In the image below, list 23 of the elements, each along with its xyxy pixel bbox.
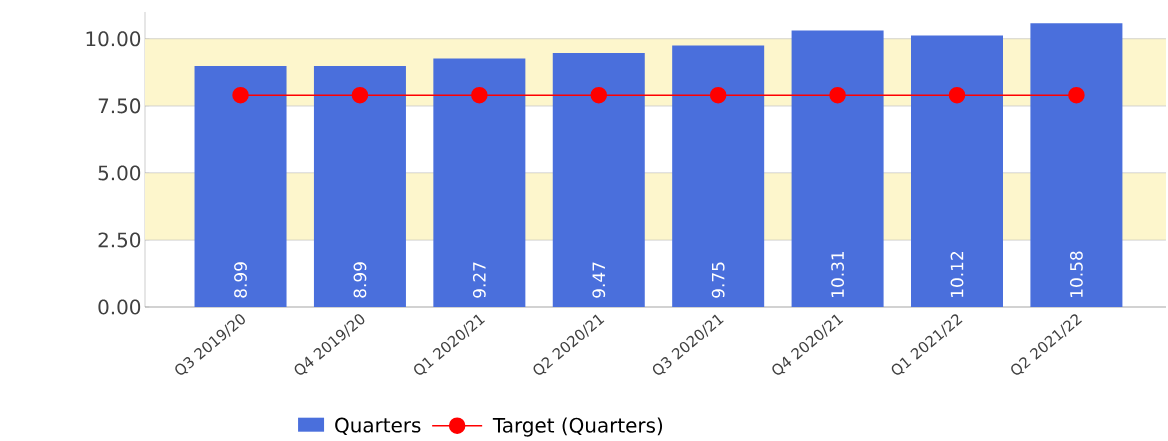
data-label: 10.12 xyxy=(950,252,964,297)
bar xyxy=(1030,23,1123,307)
data-label: 8.99 xyxy=(353,262,367,298)
y-tick-label: 5.00 xyxy=(98,165,141,181)
legend-label: Target (Quarters) xyxy=(492,417,663,437)
bar xyxy=(672,45,765,307)
bar xyxy=(194,65,287,307)
y-tick-label: 2.50 xyxy=(98,232,141,248)
bar xyxy=(911,35,1003,307)
data-label: 10.58 xyxy=(1070,251,1083,297)
legend-label: Quarters xyxy=(335,417,421,435)
data-label: 8.99 xyxy=(234,262,247,298)
data-label: 9.47 xyxy=(592,262,606,298)
bar xyxy=(313,65,406,307)
y-tick-label: 7.50 xyxy=(98,98,141,114)
y-tick-label: 0.00 xyxy=(98,299,141,315)
bar xyxy=(791,30,884,307)
data-label: 9.75 xyxy=(711,262,725,298)
data-label: 10.31 xyxy=(831,251,844,297)
bar xyxy=(433,58,526,307)
y-tick-label: 10.00 xyxy=(86,31,141,47)
data-label: 9.27 xyxy=(472,262,486,298)
bar xyxy=(552,53,645,307)
